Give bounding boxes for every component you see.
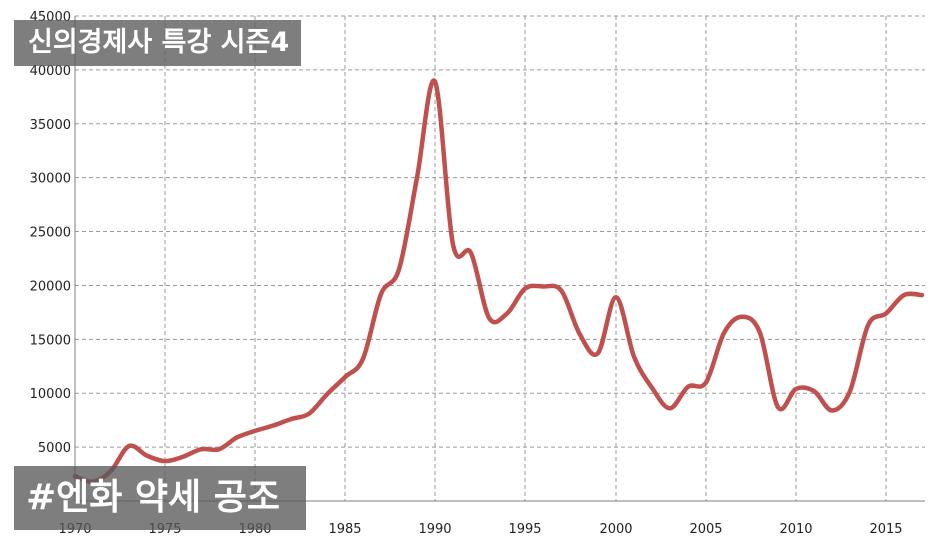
- x-tick-label: 2010: [779, 522, 812, 537]
- y-axis-ticks: 5000100001500020000250003000035000400004…: [30, 10, 71, 456]
- y-tick-label: 5000: [38, 441, 71, 456]
- y-tick-label: 10000: [30, 387, 71, 402]
- x-tick-label: 2000: [599, 522, 632, 537]
- x-tick-label: 2005: [689, 522, 722, 537]
- y-tick-label: 25000: [30, 226, 71, 241]
- y-tick-label: 20000: [30, 279, 71, 294]
- y-tick-label: 15000: [30, 333, 71, 348]
- y-tick-label: 30000: [30, 172, 71, 187]
- y-tick-label: 35000: [30, 118, 71, 133]
- x-tick-label: 1990: [418, 522, 451, 537]
- series-line: [72, 78, 925, 484]
- grid-lines: [75, 15, 925, 501]
- series-group: [72, 78, 925, 484]
- x-tick-label: 1995: [508, 522, 541, 537]
- x-tick-label: 1985: [328, 522, 361, 537]
- y-tick-label: 40000: [30, 64, 71, 79]
- x-tick-label: 2015: [869, 522, 902, 537]
- top-caption: 신의경제사 특강 시즌4: [14, 20, 302, 66]
- bottom-caption: #엔화 약세 공조: [14, 466, 306, 530]
- axes: [74, 16, 925, 502]
